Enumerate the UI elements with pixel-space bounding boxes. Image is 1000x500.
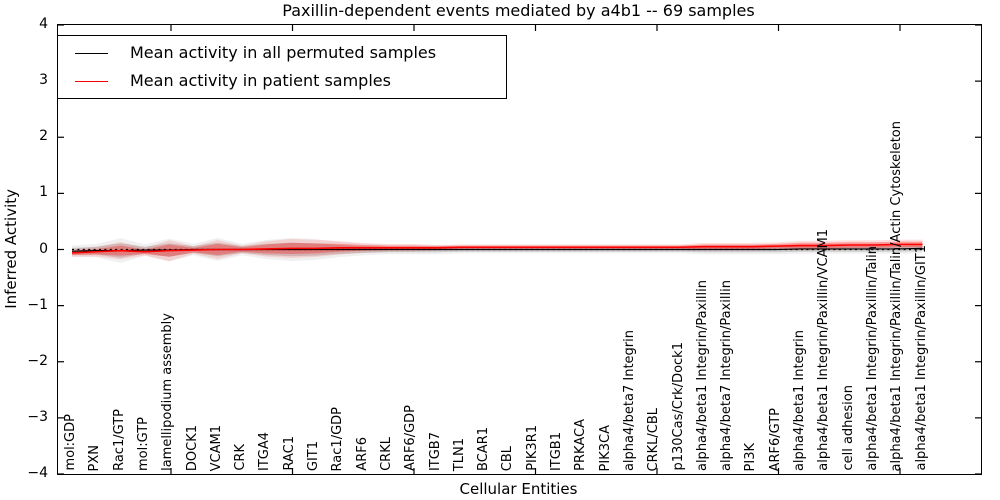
y-tick-label: −4	[27, 465, 48, 481]
y-tick-label: 2	[39, 128, 48, 145]
plot-canvas	[58, 25, 981, 474]
y-tick-label: 3	[39, 72, 48, 89]
y-axis-tick-labels: 4 3 2 1 0 −1 −2 −3 −4	[0, 16, 52, 481]
y-tick-label: 1	[39, 184, 48, 201]
legend-item-permuted: Mean activity in all permuted samples	[58, 39, 506, 67]
y-tick-label: −1	[27, 296, 48, 313]
legend-item-patient: Mean activity in patient samples	[58, 67, 506, 95]
band-inner-1	[72, 241, 923, 257]
band-inner-0	[72, 242, 923, 258]
legend-box: Mean activity in all permuted samples Me…	[57, 35, 507, 99]
y-tick-label: 4	[39, 16, 48, 32]
chart-title: Paxillin-dependent events mediated by a4…	[282, 1, 755, 20]
y-tick-label: −2	[27, 352, 48, 369]
legend-label: Mean activity in patient samples	[130, 71, 391, 90]
patient-mean-line	[71, 243, 923, 254]
y-tick-label: 0	[39, 240, 48, 257]
legend-line-sample-red	[75, 80, 108, 82]
legend-label: Mean activity in all permuted samples	[130, 43, 437, 62]
legend-line-sample-black	[75, 52, 108, 54]
plot-area: mol:GDP PXN Rac1/GTP mol:GTP lamellipodium a…	[57, 24, 982, 475]
y-tick-label: −3	[27, 408, 48, 425]
x-axis-label: Cellular Entities	[459, 480, 578, 498]
band-outer-0	[72, 238, 923, 264]
